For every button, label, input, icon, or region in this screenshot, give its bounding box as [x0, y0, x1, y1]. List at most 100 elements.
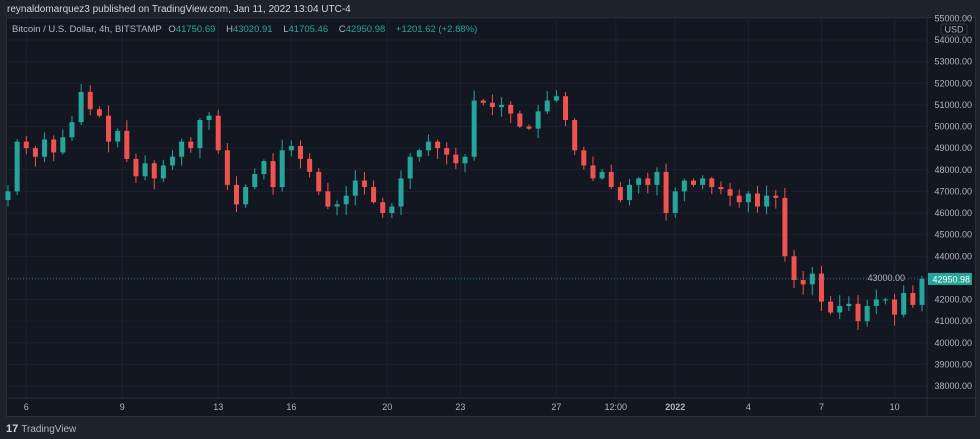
time-tick-label: 27 — [551, 402, 561, 412]
candle-body — [96, 109, 102, 116]
candle-body — [791, 256, 797, 281]
candle-body — [416, 150, 422, 157]
candle-body — [700, 178, 706, 185]
candle-body — [124, 130, 130, 159]
candle-body — [361, 180, 367, 188]
open-label: O — [168, 24, 176, 35]
candle-body — [590, 165, 596, 179]
candle-body — [581, 150, 587, 166]
candle-body — [179, 141, 185, 157]
candle-body — [133, 158, 139, 177]
candle-body — [453, 154, 459, 164]
candle-body — [279, 150, 285, 188]
candle-body — [919, 278, 925, 305]
candle-body — [106, 115, 112, 142]
candle-body — [389, 206, 395, 213]
candle-body — [499, 104, 505, 108]
candle-body — [14, 141, 20, 192]
price-tick-label: 43000.00 — [867, 273, 905, 283]
candle-body — [718, 187, 724, 190]
candle-body — [297, 145, 303, 159]
candle-body — [901, 293, 907, 315]
candle-body — [261, 161, 267, 175]
change-value: +1201.62 (+2.88%) — [395, 24, 478, 35]
candle-body — [553, 96, 559, 101]
candle-body — [754, 193, 760, 207]
open-value: 41750.69 — [175, 24, 216, 35]
candle-body — [87, 91, 93, 110]
tradingview-footer[interactable]: 17 TradingView — [6, 423, 76, 435]
low-label: L — [283, 24, 289, 35]
candle-body — [170, 156, 176, 166]
candle-body — [526, 126, 532, 129]
price-tick-label: 55000.00 — [934, 13, 972, 23]
time-tick-label: 13 — [213, 402, 223, 412]
price-tick-label: 45000.00 — [934, 230, 972, 240]
time-tick-label: 23 — [455, 402, 465, 412]
candle-body — [892, 299, 898, 315]
symbol-label: Bitcoin / U.S. Dollar, 4h, BITSTAMP — [12, 24, 162, 35]
price-tick-label: 49000.00 — [934, 143, 972, 153]
candle-body — [910, 293, 916, 305]
price-tick-label: 42000.00 — [934, 295, 972, 305]
price-tick-label: 46000.00 — [934, 208, 972, 218]
candle-body — [617, 187, 623, 201]
candle-body — [435, 141, 441, 149]
price-tick-label: 50000.00 — [934, 122, 972, 132]
time-tick-label: 9 — [120, 402, 125, 412]
candle-body — [151, 163, 157, 179]
candle-body — [818, 273, 824, 302]
candle-body — [544, 100, 550, 112]
candle-body — [407, 156, 413, 179]
candle-body — [882, 299, 888, 301]
candle-body — [398, 178, 404, 207]
candle-body — [782, 197, 788, 257]
time-tick-label: 12:00 — [605, 402, 628, 412]
high-value: 43020.91 — [232, 24, 273, 35]
price-tick-label: 38000.00 — [934, 381, 972, 391]
candle-body — [334, 204, 340, 207]
candle-body — [252, 174, 258, 188]
close-label: C — [338, 24, 346, 35]
low-value: 41705.46 — [288, 24, 329, 35]
candle-body — [197, 120, 203, 149]
candle-body — [764, 195, 770, 207]
candle-body — [425, 141, 431, 151]
candle-body — [352, 180, 358, 196]
candle-body — [471, 100, 477, 157]
candle-body — [160, 165, 166, 179]
time-tick-label: 16 — [286, 402, 296, 412]
close-value: 42950.98 — [345, 24, 386, 35]
time-tick-label: 7 — [819, 402, 824, 412]
candle-body — [234, 184, 239, 205]
candle-body — [599, 171, 605, 179]
candle-body — [873, 299, 879, 306]
chart-legend: Bitcoin / U.S. Dollar, 4h, BITSTAMP O417… — [12, 24, 481, 35]
time-tick-label: 20 — [382, 402, 392, 412]
price-tick-label: 53000.00 — [934, 57, 972, 67]
candle-body — [773, 195, 779, 198]
candle-body — [188, 141, 194, 149]
candle-body — [563, 96, 569, 121]
candle-body — [864, 305, 870, 322]
candle-body — [78, 91, 84, 123]
candle-body — [645, 178, 651, 185]
candle-body — [206, 115, 212, 121]
candle-body — [5, 191, 11, 201]
candle-body — [42, 139, 48, 157]
candle-body — [444, 148, 450, 155]
publisher-info: reynaldomarquez3 published on TradingVie… — [7, 4, 351, 15]
candle-body — [215, 115, 221, 151]
candle-body — [535, 111, 541, 129]
candle-body — [572, 120, 578, 151]
candle-body — [380, 202, 386, 213]
candle-body — [663, 171, 669, 213]
candle-body — [270, 161, 276, 188]
candle-body — [23, 141, 29, 149]
candle-body — [343, 195, 349, 205]
brand-label: TradingView — [21, 423, 77, 435]
time-tick-label: 2022 — [665, 402, 685, 412]
candle-body — [489, 102, 495, 108]
candle-body — [51, 139, 57, 153]
